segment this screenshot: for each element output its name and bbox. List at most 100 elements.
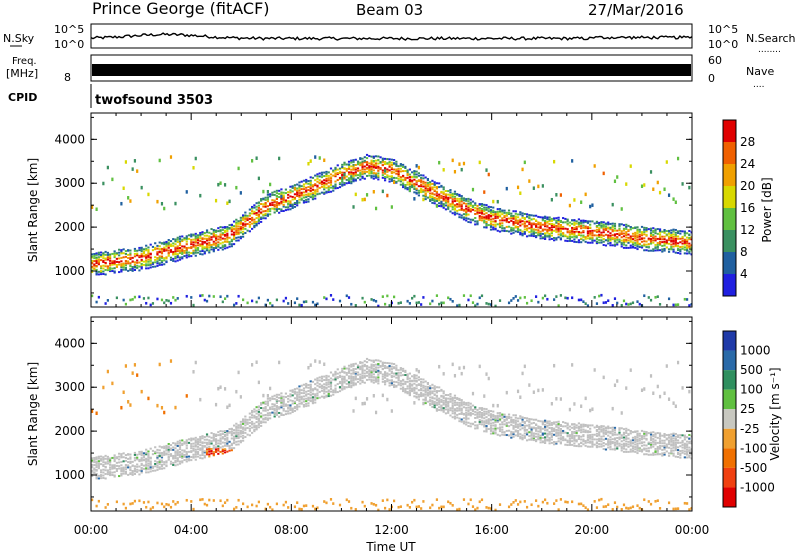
power-cell: [517, 226, 519, 228]
power-cell: [276, 299, 278, 302]
power-cell: [125, 303, 127, 306]
velocity-cell: [260, 402, 262, 406]
velocity-cell: [339, 504, 341, 507]
power-cell: [123, 256, 125, 258]
power-cell: [368, 165, 370, 167]
velocity-cell: [210, 432, 212, 434]
power-cell: [474, 213, 476, 215]
velocity-cell: [377, 359, 379, 361]
power-cell: [524, 161, 526, 165]
velocity-cell: [447, 404, 449, 406]
power-cell: [215, 230, 217, 232]
velocity-cell: [553, 364, 555, 368]
power-cell: [287, 302, 289, 305]
power-cell: [438, 197, 440, 199]
velocity-cell: [292, 389, 294, 391]
velocity-cell: [361, 362, 363, 364]
power-cell: [285, 209, 287, 211]
power-cell: [102, 182, 104, 186]
power-cell: [341, 174, 343, 176]
power-cell: [325, 171, 327, 173]
power-cell: [443, 198, 445, 200]
power-cell: [208, 242, 210, 244]
velocity-cell: [368, 376, 370, 378]
power-cell: [668, 248, 670, 250]
velocity-cell: [258, 419, 260, 421]
power-cell: [657, 295, 659, 298]
date-label: 27/Mar/2016: [588, 1, 684, 19]
velocity-cell: [539, 435, 541, 437]
velocity-cell: [123, 456, 125, 458]
velocity-cell: [526, 431, 528, 433]
velocity-cell: [533, 435, 535, 437]
power-cell: [292, 204, 294, 206]
power-cell: [179, 236, 181, 238]
velocity-cell: [339, 375, 341, 377]
velocity-cell: [265, 401, 267, 403]
power-cell: [454, 170, 456, 174]
power-cell: [366, 157, 368, 159]
velocity-cell: [190, 447, 192, 449]
velocity-cell: [555, 421, 557, 423]
velocity-cell: [524, 437, 526, 439]
power-cell: [666, 230, 668, 232]
velocity-cell: [440, 405, 442, 409]
velocity-cell: [339, 372, 341, 374]
power-cell: [492, 218, 494, 220]
velocity-cell: [228, 445, 230, 447]
velocity-cell: [413, 374, 415, 376]
velocity-cell: [549, 437, 551, 439]
velocity-cell: [129, 456, 131, 458]
power-cell: [492, 224, 494, 226]
power-cell: [303, 186, 305, 188]
velocity-cell: [170, 359, 172, 363]
velocity-cell: [375, 366, 377, 368]
power-cell: [136, 259, 138, 261]
power-cell: [105, 265, 107, 267]
velocity-cell: [147, 397, 149, 401]
velocity-cell: [312, 393, 314, 395]
power-cell: [494, 211, 496, 213]
velocity-cell: [479, 421, 481, 423]
velocity-cell: [258, 409, 260, 411]
power-cell: [571, 229, 573, 231]
power-cell: [301, 198, 303, 200]
power-cell: [258, 209, 260, 211]
power-cell: [483, 216, 485, 218]
velocity-cell: [111, 464, 113, 466]
power-cell: [228, 246, 230, 248]
power-cell: [431, 188, 433, 190]
power-cell: [580, 235, 582, 237]
velocity-cell: [251, 421, 253, 423]
power-cell: [535, 232, 537, 234]
power-cell: [467, 218, 469, 220]
power-cell: [634, 237, 636, 239]
power-cell: [425, 186, 427, 188]
velocity-cell: [269, 506, 271, 509]
velocity-cell: [159, 463, 161, 465]
velocity-cell: [235, 441, 237, 443]
velocity-cell: [452, 397, 454, 399]
velocity-cell: [357, 365, 359, 367]
power-cell: [159, 262, 161, 264]
power-cell: [596, 241, 598, 243]
power-cell: [319, 182, 321, 184]
power-cell: [598, 227, 600, 229]
power-cell: [609, 227, 611, 229]
power-cell: [116, 266, 118, 268]
velocity-cell: [334, 376, 336, 378]
power-cell: [170, 155, 172, 159]
velocity-cell: [551, 433, 553, 435]
power-cell: [675, 242, 677, 244]
power-cell: [510, 215, 512, 217]
power-cell: [539, 222, 541, 224]
power-cell: [616, 302, 618, 305]
power-cell: [648, 243, 650, 245]
velocity-cell: [93, 459, 95, 461]
velocity-cell: [555, 429, 557, 431]
velocity-cell: [161, 455, 163, 457]
power-cell: [325, 173, 327, 175]
power-cell: [204, 238, 206, 240]
nave-tick-top: 60: [708, 54, 722, 67]
